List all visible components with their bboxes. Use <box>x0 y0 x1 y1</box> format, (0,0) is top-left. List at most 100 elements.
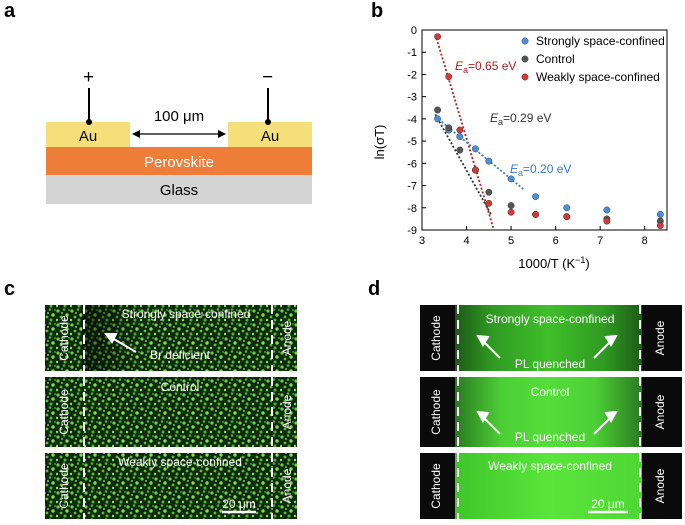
data-point <box>603 206 611 214</box>
data-point <box>445 124 453 132</box>
glass-label: Glass <box>160 182 198 199</box>
gap-label: 100 μm <box>154 108 204 125</box>
data-point <box>456 126 464 134</box>
minus-sign: − <box>262 67 273 88</box>
y-tick-label: -7 <box>407 181 417 193</box>
data-point <box>563 204 571 212</box>
data-point <box>434 115 441 123</box>
fit-lines: Ea=0.65 eV Ea=0.29 eV Ea=0.20 eV <box>434 34 571 229</box>
electrode-left-label: Au <box>79 128 97 145</box>
y-tick-label: -3 <box>407 92 417 104</box>
panel-letter-d: d <box>368 278 381 300</box>
legend-marker <box>521 73 529 81</box>
glass-layer <box>46 175 312 204</box>
d-title-control: Control <box>531 385 570 399</box>
c-anode-1: Anode <box>280 320 294 355</box>
data-point <box>472 166 479 174</box>
data-point <box>485 188 493 196</box>
annotation-arrows <box>104 333 618 435</box>
data-point <box>456 133 464 141</box>
x-tick-label: 5 <box>508 235 514 247</box>
data-point <box>485 199 493 207</box>
c-note-br: Br deficient <box>150 348 211 362</box>
au-electrode-right <box>228 122 312 147</box>
data-point <box>434 106 441 114</box>
plus-sign: + <box>83 67 94 88</box>
conductivity-chart: 3 4 5 6 7 80-1-2-3-4-5-6-7-8-9 Ea=0.65 eVEa=0… <box>372 25 668 271</box>
panel-letter-a: a <box>4 0 16 22</box>
data-point <box>656 222 664 229</box>
d-note-1: PL quenched <box>515 357 585 371</box>
x-tick-label: 6 <box>553 235 559 247</box>
legend: Strongly space-confined Control Weakly spa… <box>521 34 665 84</box>
data-point <box>507 202 515 209</box>
d-title-strong: Strongly space-confined <box>486 312 615 326</box>
legend-entry: Control <box>536 52 575 66</box>
d-cathode-2: Cathode <box>429 389 443 435</box>
y-tick-label: -2 <box>407 69 417 81</box>
y-axis-label: ln(σT) <box>372 125 387 160</box>
contact-left <box>86 119 92 125</box>
legend-entry: Strongly space-confined <box>536 34 665 48</box>
fit-label: Ea=0.20 eV <box>510 162 571 178</box>
c-title-control: Control <box>161 380 200 394</box>
x-tick-label: 8 <box>642 235 648 247</box>
c-anode-2: Anode <box>280 394 294 429</box>
c-cathode-3: Cathode <box>57 463 71 509</box>
data-point <box>532 193 539 201</box>
perovskite-label: Perovskite <box>144 154 214 171</box>
gap-arrow-head-left <box>132 130 140 138</box>
x-tick-label: 7 <box>597 235 603 247</box>
data-points <box>434 33 664 229</box>
data-point <box>472 145 479 153</box>
d-note-2: PL quenched <box>515 430 585 444</box>
data-point <box>485 157 493 165</box>
panel-c-control <box>45 377 297 447</box>
fit-label: Ea=0.65 eV <box>455 59 516 75</box>
y-tick-label: -4 <box>407 114 417 126</box>
y-tick-label: 0 <box>411 25 417 37</box>
data-point <box>656 211 664 218</box>
c-title-weak: Weakly space-confined <box>118 455 242 469</box>
data-point <box>456 146 464 154</box>
y-tick-label: -1 <box>407 47 417 59</box>
au-electrode-left <box>46 122 130 147</box>
d-anode-1: Anode <box>653 320 667 355</box>
legend-entry: Weakly space-confined <box>536 70 660 84</box>
data-point <box>563 213 571 221</box>
data-point <box>445 73 453 81</box>
y-tick-label: -9 <box>407 225 417 237</box>
d-cathode-3: Cathode <box>429 463 443 509</box>
c-cathode-1: Cathode <box>57 315 71 361</box>
y-tick-label: -5 <box>407 136 417 148</box>
device-schematic: + − 100 μm Au Au Perovskite Glass <box>46 67 312 204</box>
c-anode-3: Anode <box>280 468 294 503</box>
y-tick-label: -6 <box>407 158 417 170</box>
panel-c-weak <box>45 453 297 519</box>
perovskite-layer <box>46 147 312 175</box>
fit-line <box>434 114 492 215</box>
data-point <box>507 175 515 183</box>
data-point <box>434 33 441 41</box>
d-title-weak: Weakly space-confined <box>488 459 612 473</box>
panel-letter-c: c <box>4 278 16 300</box>
c-cathode-2: Cathode <box>57 389 71 435</box>
d-anode-3: Anode <box>653 468 667 503</box>
fit-label: Ea=0.29 eV <box>490 111 551 127</box>
d-cathode-1: Cathode <box>429 315 443 361</box>
panel-d-weak <box>420 453 682 519</box>
panel-letter-b: b <box>371 0 384 22</box>
fit-line <box>434 34 495 229</box>
gap-arrow-head-right <box>218 130 226 138</box>
x-axis-label: 1000/T (K−1) <box>518 255 589 271</box>
contact-right <box>265 119 271 125</box>
d-scale-label: 20 μm <box>591 497 625 511</box>
d-anode-2: Anode <box>653 394 667 429</box>
electrode-right-label: Au <box>261 128 279 145</box>
electrode-dashes <box>83 305 641 519</box>
legend-marker <box>521 37 529 45</box>
c-title-strong: Strongly space-confined <box>122 307 251 321</box>
plot-frame <box>421 29 668 231</box>
legend-marker <box>521 55 529 63</box>
